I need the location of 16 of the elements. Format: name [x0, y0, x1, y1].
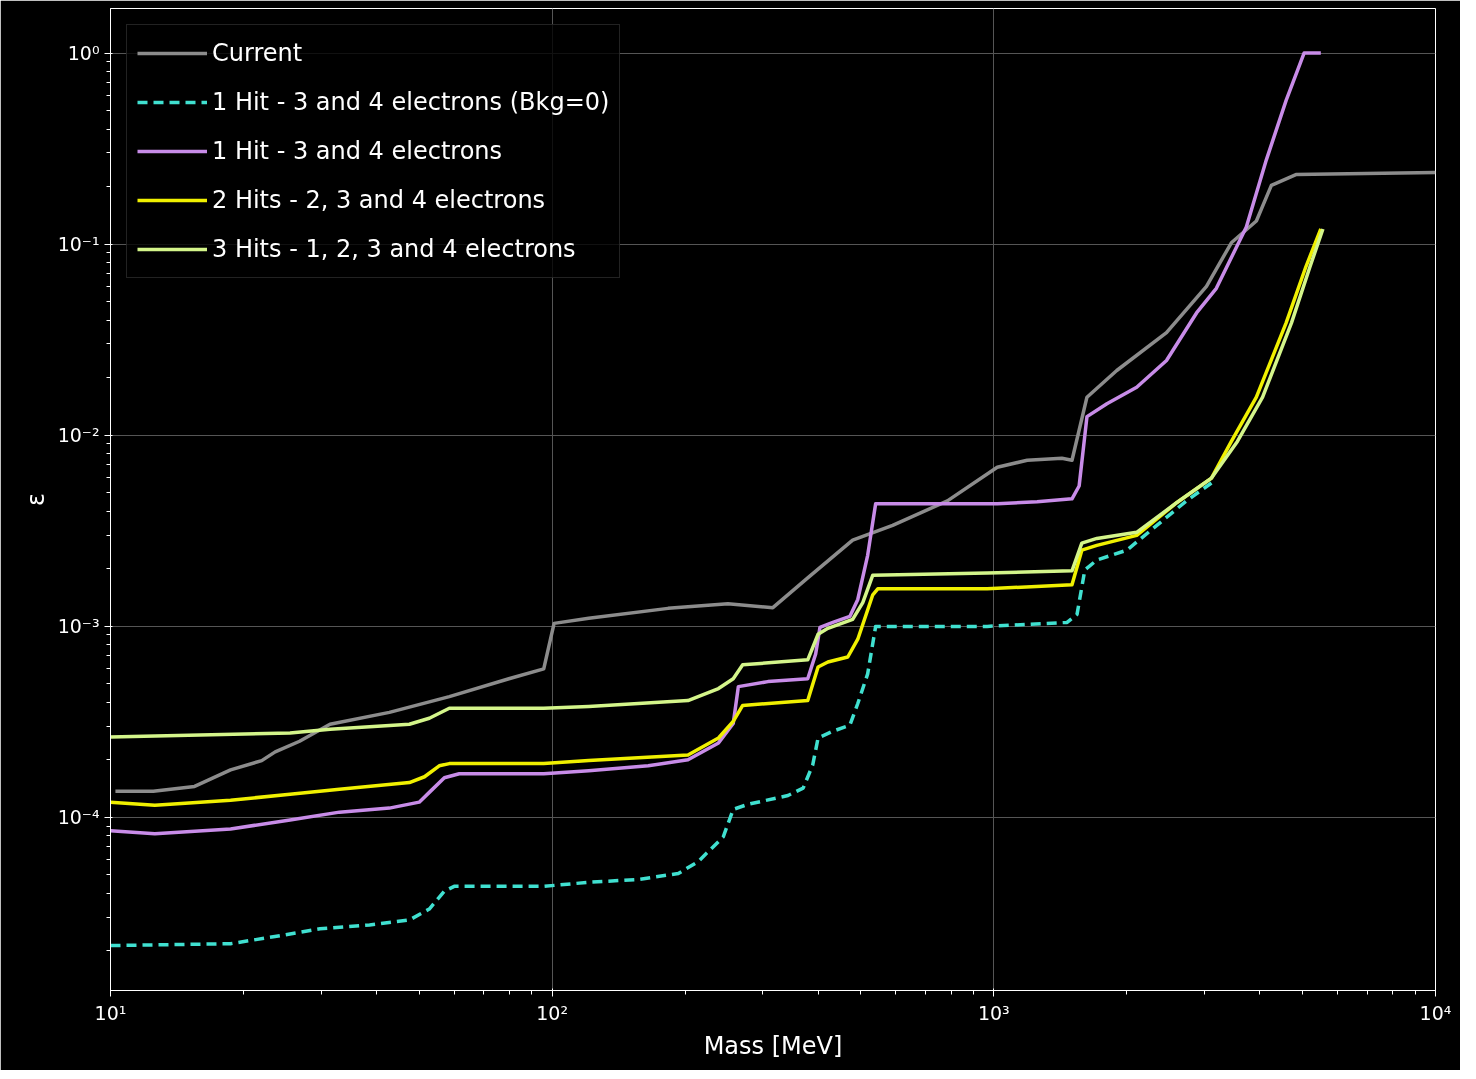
- legend-label: 3 Hits - 1, 2, 3 and 4 electrons: [212, 234, 576, 265]
- x-tick-label: 10³: [977, 1001, 1010, 1024]
- legend-label: Current: [212, 38, 303, 69]
- y-tick-label: 10⁻¹: [57, 233, 100, 256]
- x-tick-label: 10¹: [94, 1001, 127, 1024]
- y-tick-label: 10⁰: [67, 42, 100, 65]
- x-tick-label: 10²: [536, 1001, 569, 1024]
- y-tick-label: 10⁻²: [57, 424, 100, 447]
- legend-label: 1 Hit - 3 and 4 electrons (Bkg=0): [212, 87, 610, 118]
- y-axis-title: ε: [21, 493, 50, 506]
- legend-label: 1 Hit - 3 and 4 electrons: [212, 136, 503, 167]
- legend-label: 2 Hits - 2, 3 and 4 electrons: [212, 185, 546, 216]
- x-axis-title: Mass [MeV]: [703, 1031, 843, 1060]
- y-tick-label: 10⁻³: [57, 615, 100, 638]
- y-tick-label: 10⁻⁴: [57, 806, 100, 829]
- x-tick-label: 10⁴: [1419, 1001, 1452, 1024]
